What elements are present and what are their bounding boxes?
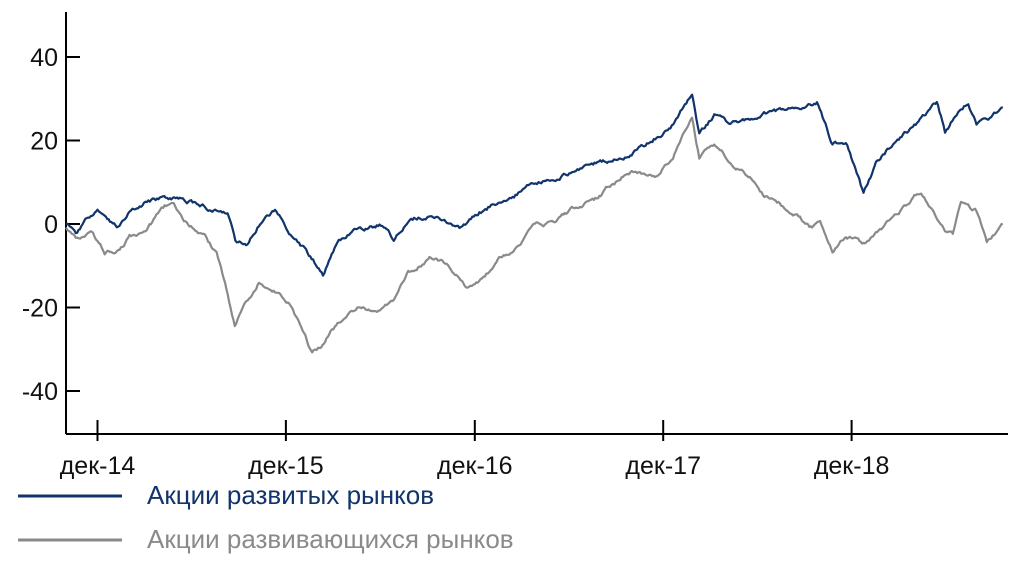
legend-label: Акции развивающихся рынков <box>147 524 514 554</box>
x-tick-label: дек-17 <box>625 452 701 480</box>
x-ticks: дек-14 дек-15 дек-16 дек-17 дек-18 <box>60 420 890 480</box>
y-tick-label: 20 <box>30 128 58 156</box>
x-tick-label: дек-18 <box>814 452 890 480</box>
y-tick-label: -40 <box>22 378 58 406</box>
x-tick-label: дек-14 <box>60 452 136 480</box>
x-tick-label: дек-15 <box>248 452 324 480</box>
legend-label: Акции развитых рынков <box>147 480 434 510</box>
legend: Акции развитых рынков Акции развивающихся… <box>18 480 514 554</box>
series-lines <box>65 93 1004 354</box>
x-tick-label: дек-16 <box>437 452 513 480</box>
y-tick-label: 40 <box>30 44 58 72</box>
y-tick-label: 0 <box>44 211 58 239</box>
series-line-1 <box>65 116 1003 354</box>
y-ticks: 40 20 0 -20 -40 <box>22 44 80 406</box>
series-line-0 <box>65 93 1004 277</box>
y-tick-label: -20 <box>22 295 58 323</box>
